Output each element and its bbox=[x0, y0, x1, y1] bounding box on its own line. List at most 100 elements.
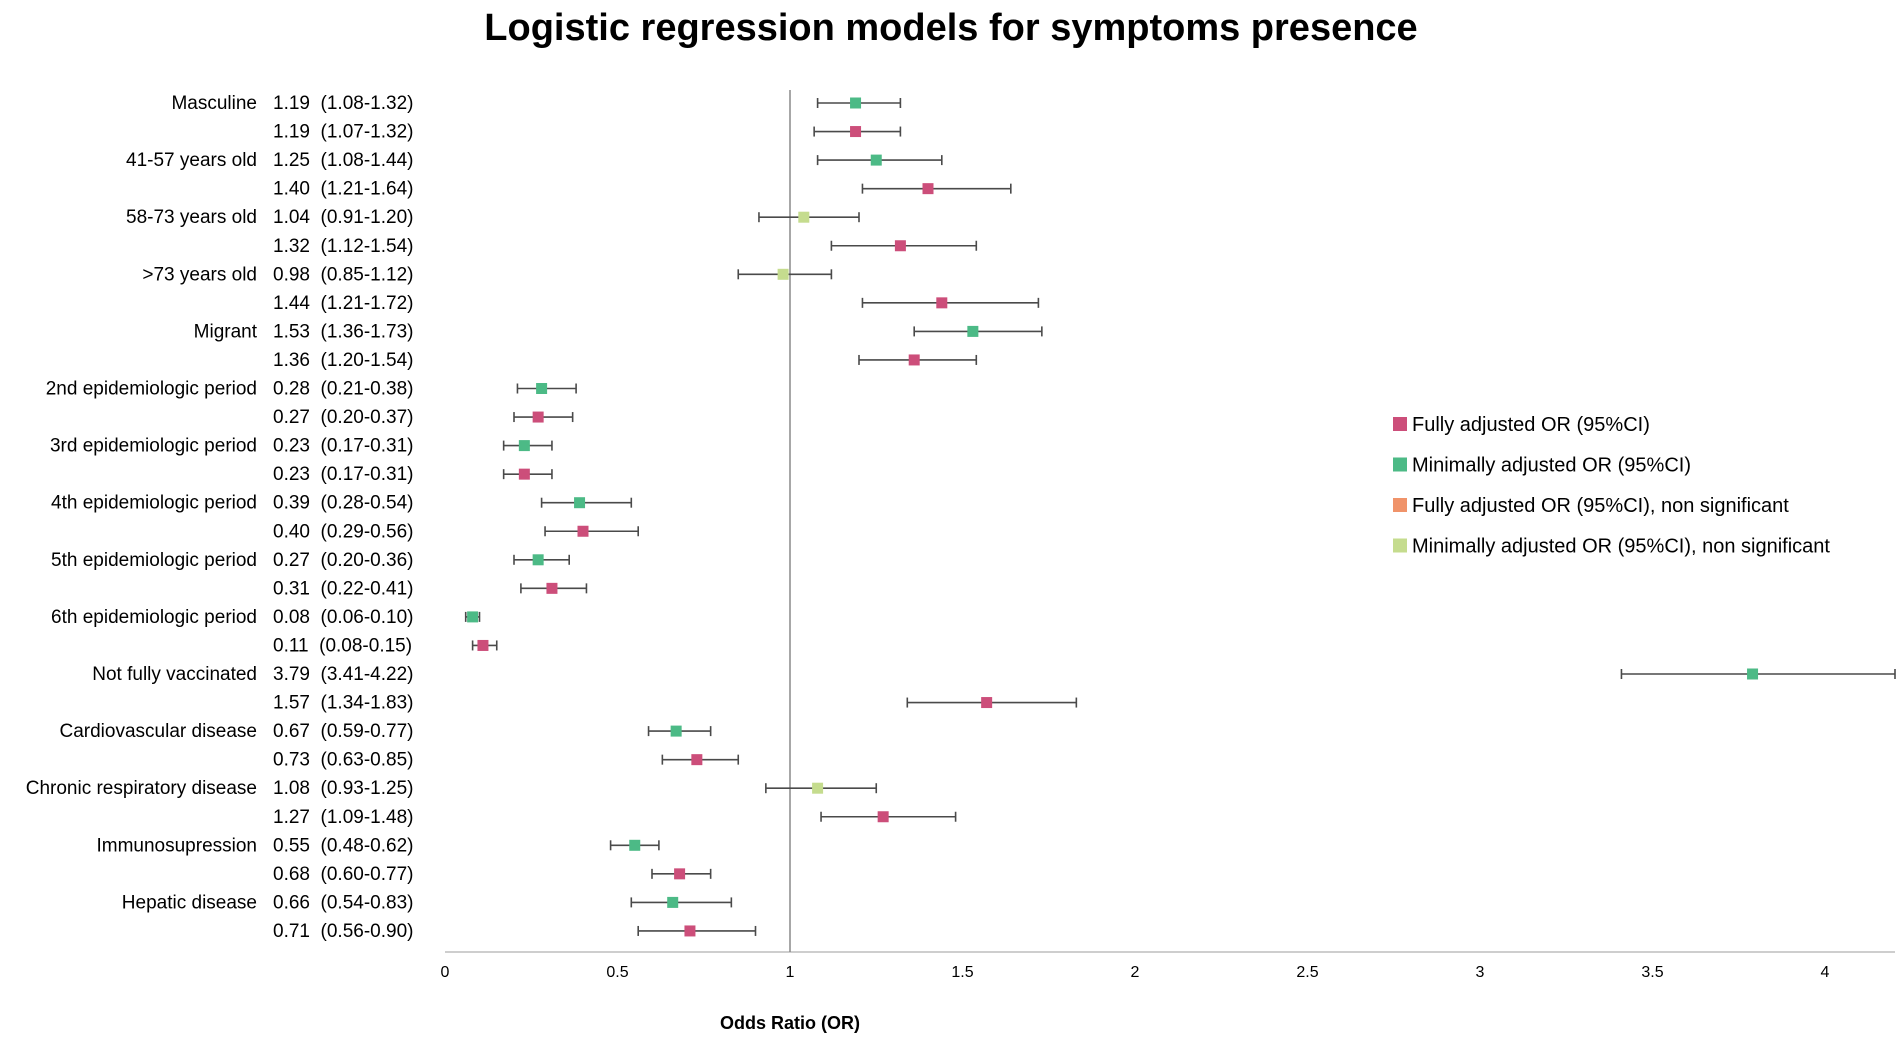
row-category-label: 5th epidemiologic period bbox=[51, 550, 257, 571]
forest-row: Chronic respiratory disease 1.08 (0.93-1.… bbox=[26, 778, 878, 799]
or-point-marker bbox=[518, 440, 530, 452]
or-point-marker bbox=[667, 896, 679, 908]
or-point-marker bbox=[922, 183, 934, 195]
or-point-marker bbox=[877, 811, 889, 823]
forest-row: 4th epidemiologic period 0.39 (0.28-0.54) bbox=[51, 493, 633, 514]
forest-row: >73 years old 0.98 (0.85-1.12) bbox=[142, 264, 833, 285]
or-point-marker bbox=[850, 126, 862, 138]
row-category-label: Chronic respiratory disease bbox=[26, 778, 257, 799]
forest-row: 1.44 (1.21-1.72) bbox=[273, 293, 1040, 314]
forest-row: 0.23 (0.17-0.31) bbox=[273, 464, 553, 485]
forest-row: 6th epidemiologic period 0.08 (0.06-0.10) bbox=[51, 607, 481, 628]
row-value-label: 3.79 (3.41-4.22) bbox=[273, 664, 413, 685]
x-tick-label: 3.5 bbox=[1641, 964, 1663, 981]
row-value-label: 0.98 (0.85-1.12) bbox=[273, 264, 413, 285]
x-tick-label: 2.5 bbox=[1296, 964, 1318, 981]
x-tick-label: 4 bbox=[1821, 964, 1830, 981]
forest-row: 1.40 (1.21-1.64) bbox=[273, 179, 1012, 200]
legend-swatch bbox=[1393, 457, 1407, 472]
or-point-marker bbox=[870, 154, 882, 166]
row-value-label: 0.66 (0.54-0.83) bbox=[273, 892, 413, 913]
x-tick-label: 1.5 bbox=[951, 964, 973, 981]
legend-swatch bbox=[1393, 498, 1407, 512]
or-point-marker bbox=[850, 97, 862, 109]
or-point-marker bbox=[1747, 668, 1759, 680]
forest-row: 1.32 (1.12-1.54) bbox=[273, 236, 978, 257]
x-tick-label: 1 bbox=[786, 964, 795, 981]
forest-row: 0.68 (0.60-0.77) bbox=[273, 864, 712, 885]
or-point-marker bbox=[936, 297, 948, 309]
row-category-label: 3rd epidemiologic period bbox=[50, 436, 257, 457]
forest-row: 5th epidemiologic period 0.27 (0.20-0.36) bbox=[51, 550, 571, 571]
row-value-label: 0.23 (0.17-0.31) bbox=[273, 464, 413, 485]
row-value-label: 0.11 (0.08-0.15) bbox=[273, 635, 412, 656]
forest-row: 1.19 (1.07-1.32) bbox=[273, 122, 902, 143]
forest-row: 0.11 (0.08-0.15) bbox=[273, 635, 498, 656]
or-point-marker bbox=[691, 754, 703, 766]
row-value-label: 1.08 (0.93-1.25) bbox=[273, 778, 413, 799]
row-category-label: >73 years old bbox=[142, 264, 257, 285]
row-category-label: Hepatic disease bbox=[122, 892, 257, 913]
forest-row: 0.40 (0.29-0.56) bbox=[273, 521, 640, 542]
row-category-label: 2nd epidemiologic period bbox=[46, 379, 257, 400]
forest-row: Immunosupression 0.55 (0.48-0.62) bbox=[96, 835, 660, 856]
forest-row: 0.27 (0.20-0.37) bbox=[273, 407, 574, 428]
row-value-label: 1.40 (1.21-1.64) bbox=[273, 179, 413, 200]
row-category-label: Migrant bbox=[194, 321, 258, 342]
row-value-label: 0.27 (0.20-0.36) bbox=[273, 550, 413, 571]
forest-row: Hepatic disease 0.66 (0.54-0.83) bbox=[122, 892, 733, 913]
or-point-marker bbox=[674, 868, 686, 880]
row-value-label: 0.73 (0.63-0.85) bbox=[273, 750, 413, 771]
forest-row: 1.57 (1.34-1.83) bbox=[273, 693, 1078, 714]
forest-row: 58-73 years old 1.04 (0.91-1.20) bbox=[126, 207, 860, 228]
or-point-marker bbox=[981, 697, 993, 709]
row-category-label: 6th epidemiologic period bbox=[51, 607, 257, 628]
legend-item: Minimally adjusted OR (95%CI) bbox=[1393, 455, 1691, 477]
or-point-marker bbox=[574, 497, 586, 509]
row-value-label: 0.23 (0.17-0.31) bbox=[273, 436, 413, 457]
or-point-marker bbox=[670, 725, 682, 737]
row-value-label: 0.27 (0.20-0.37) bbox=[273, 407, 413, 428]
row-category-label: 58-73 years old bbox=[126, 207, 257, 228]
row-value-label: 0.28 (0.21-0.38) bbox=[273, 379, 413, 400]
row-value-label: 0.68 (0.60-0.77) bbox=[273, 864, 413, 885]
legend-swatch bbox=[1393, 417, 1407, 431]
or-point-marker bbox=[532, 411, 544, 423]
row-value-label: 1.04 (0.91-1.20) bbox=[273, 207, 413, 228]
row-value-label: 1.36 (1.20-1.54) bbox=[273, 350, 413, 371]
forest-row: 1.27 (1.09-1.48) bbox=[273, 807, 957, 828]
row-value-label: 0.40 (0.29-0.56) bbox=[273, 521, 413, 542]
legend-item: Minimally adjusted OR (95%CI), non signi… bbox=[1393, 536, 1830, 558]
legend-swatch bbox=[1393, 538, 1407, 553]
forest-row: 0.73 (0.63-0.85) bbox=[273, 750, 740, 771]
x-tick-label: 0.5 bbox=[606, 964, 628, 981]
forest-row: Not fully vaccinated 3.79 (3.41-4.22) bbox=[92, 664, 1896, 685]
row-value-label: 0.39 (0.28-0.54) bbox=[273, 493, 413, 514]
or-point-marker bbox=[684, 925, 696, 937]
row-value-label: 0.71 (0.56-0.90) bbox=[273, 921, 413, 942]
x-tick-label: 0 bbox=[441, 964, 450, 981]
row-value-label: 1.32 (1.12-1.54) bbox=[273, 236, 413, 257]
row-value-label: 1.57 (1.34-1.83) bbox=[273, 693, 413, 714]
legend-label: Fully adjusted OR (95%CI) bbox=[1412, 414, 1650, 436]
row-value-label: 1.44 (1.21-1.72) bbox=[273, 293, 413, 314]
or-point-marker bbox=[908, 354, 920, 366]
legend-label: Fully adjusted OR (95%CI), non significa… bbox=[1412, 495, 1789, 517]
forest-row: 2nd epidemiologic period 0.28 (0.21-0.38) bbox=[46, 379, 577, 400]
row-category-label: Not fully vaccinated bbox=[92, 664, 257, 685]
or-point-marker bbox=[546, 582, 558, 594]
or-point-marker bbox=[577, 525, 589, 537]
or-point-marker bbox=[467, 611, 479, 623]
forest-row: Cardiovascular disease 0.67 (0.59-0.77) bbox=[60, 721, 712, 742]
row-value-label: 0.67 (0.59-0.77) bbox=[273, 721, 413, 742]
or-point-marker bbox=[812, 782, 824, 794]
legend-label: Minimally adjusted OR (95%CI) bbox=[1412, 455, 1691, 477]
x-tick-label: 3 bbox=[1476, 964, 1485, 981]
row-value-label: 1.19 (1.07-1.32) bbox=[273, 122, 413, 143]
or-point-marker bbox=[894, 240, 906, 252]
row-category-label: Immunosupression bbox=[96, 835, 257, 856]
or-point-marker bbox=[629, 839, 641, 851]
forest-row: 3rd epidemiologic period 0.23 (0.17-0.31) bbox=[50, 436, 553, 457]
row-category-label: Cardiovascular disease bbox=[60, 721, 258, 742]
